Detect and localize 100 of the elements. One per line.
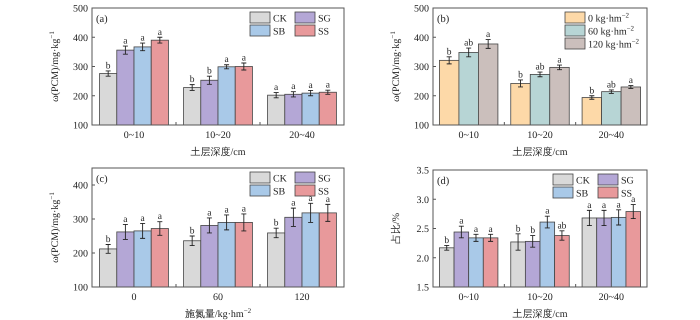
y-tick-label: 500 xyxy=(414,4,429,14)
legend-label: 0 kg·hm$^{−2}$ xyxy=(588,12,630,24)
y-tick-label: 3.0 xyxy=(416,194,429,206)
text: (a) xyxy=(96,14,108,25)
text: (c) xyxy=(96,174,108,185)
data-label: a xyxy=(631,195,636,206)
data-label: a xyxy=(274,83,280,94)
x-tick-label: 10~20 xyxy=(527,130,553,141)
legend-label: CK xyxy=(273,14,288,24)
x-tick-label: 0 xyxy=(132,292,136,303)
data-label: a xyxy=(474,224,479,235)
y-tick-label: 2.0 xyxy=(416,253,429,264)
legend-label: SS xyxy=(318,186,330,198)
data-label: a xyxy=(123,36,128,47)
x-tick-label: 10~20 xyxy=(527,292,553,303)
data-label: a xyxy=(308,194,314,204)
legend-label: SS xyxy=(621,188,632,200)
data-label: b xyxy=(446,47,452,58)
y-axis-title: 占比/% xyxy=(390,212,402,244)
data-label: b xyxy=(190,75,195,86)
x-tick-label: 120 xyxy=(294,292,310,303)
legend-label: 60 kg·hm$^{−2}$ xyxy=(588,24,635,38)
y-tick-label: 300 xyxy=(73,62,88,73)
x-axis-title: 土层深度/cm xyxy=(512,308,568,320)
data-label: a xyxy=(587,200,592,211)
data-label: b xyxy=(589,86,594,96)
x-tick-label: 0~10 xyxy=(458,130,479,141)
x-axis-title: 土层深度/cm xyxy=(190,146,246,158)
data-label: a xyxy=(308,80,314,91)
legend-label: SG xyxy=(318,14,331,24)
x-tick-label: 0~10 xyxy=(458,292,479,303)
data-label: a xyxy=(602,200,607,211)
data-label: ab xyxy=(536,62,545,73)
y-tick-label: 100 xyxy=(414,120,429,132)
data-label: ab xyxy=(606,80,616,90)
data-label: a xyxy=(486,30,492,40)
y-tick-label: 2.5 xyxy=(416,224,429,235)
legend-label: CK xyxy=(576,176,591,186)
data-label: b xyxy=(106,235,111,245)
data-label: b xyxy=(106,61,111,72)
legend-label: SB xyxy=(576,188,589,200)
data-label: b xyxy=(444,236,450,246)
data-label: a xyxy=(207,208,212,218)
y-tick-label: 300 xyxy=(414,62,429,73)
data-label: a xyxy=(140,34,146,44)
data-label: b xyxy=(207,66,212,77)
x-tick-label: 0~10 xyxy=(124,130,144,141)
y-tick-label: 100 xyxy=(73,120,88,132)
y-tick-label: 400 xyxy=(414,32,429,44)
data-label: b xyxy=(190,226,195,236)
legend-label: SB xyxy=(273,26,286,38)
data-label: ab xyxy=(464,38,474,49)
x-tick-label: 60 xyxy=(213,292,223,303)
legend-label: SG xyxy=(318,174,331,184)
y-tick-label: 500 xyxy=(73,4,88,14)
data-label: a xyxy=(459,216,464,227)
y-tick-label: 400 xyxy=(73,180,88,192)
data-label: a xyxy=(326,194,331,205)
legend-label: CK xyxy=(273,174,288,184)
data-label: a xyxy=(291,198,296,209)
data-label: a xyxy=(488,224,494,235)
y-tick-label: 1.5 xyxy=(416,282,429,294)
text: (b) xyxy=(437,14,450,25)
y-tick-label: 200 xyxy=(414,91,429,102)
data-label: a xyxy=(140,214,146,224)
text: (d) xyxy=(437,176,450,187)
data-label: b xyxy=(530,226,536,236)
y-tick-label: 3.5 xyxy=(416,166,429,176)
data-label: b xyxy=(274,218,279,229)
y-tick-label: 100 xyxy=(73,282,88,294)
data-label: a xyxy=(628,76,634,86)
legend-label: SB xyxy=(273,186,286,198)
data-label: a xyxy=(224,55,230,66)
x-tick-label: 20~40 xyxy=(289,130,315,141)
x-tick-label: 10~20 xyxy=(205,130,231,141)
data-label: a xyxy=(616,200,622,210)
data-label: b xyxy=(518,70,524,80)
data-label: a xyxy=(242,204,247,214)
data-label: a xyxy=(291,82,296,92)
data-label: b xyxy=(516,224,521,234)
data-label: a xyxy=(557,56,562,66)
y-tick-label: 300 xyxy=(73,214,88,226)
data-label: a xyxy=(545,206,550,217)
data-label: a xyxy=(224,205,230,216)
data-label: a xyxy=(123,214,128,225)
y-tick-label: 400 xyxy=(73,32,88,44)
legend-label: SG xyxy=(621,176,634,186)
x-tick-label: 20~40 xyxy=(598,130,624,141)
y-tick-label: 200 xyxy=(73,91,88,102)
legend-label: SS xyxy=(318,26,330,38)
data-label: a xyxy=(242,53,247,64)
legend-label: 120 kg·hm$^{−2}$ xyxy=(588,38,640,50)
x-tick-label: 20~40 xyxy=(598,292,624,303)
x-axis-title: 施氮量/kg·hm$^{−2}$ xyxy=(184,307,252,320)
data-label: a xyxy=(158,212,163,222)
x-axis-title: 土层深度/cm xyxy=(512,146,568,158)
data-label: a xyxy=(326,80,331,91)
data-label: ab xyxy=(557,221,567,232)
data-label: a xyxy=(158,28,163,38)
y-tick-label: 200 xyxy=(73,248,88,260)
